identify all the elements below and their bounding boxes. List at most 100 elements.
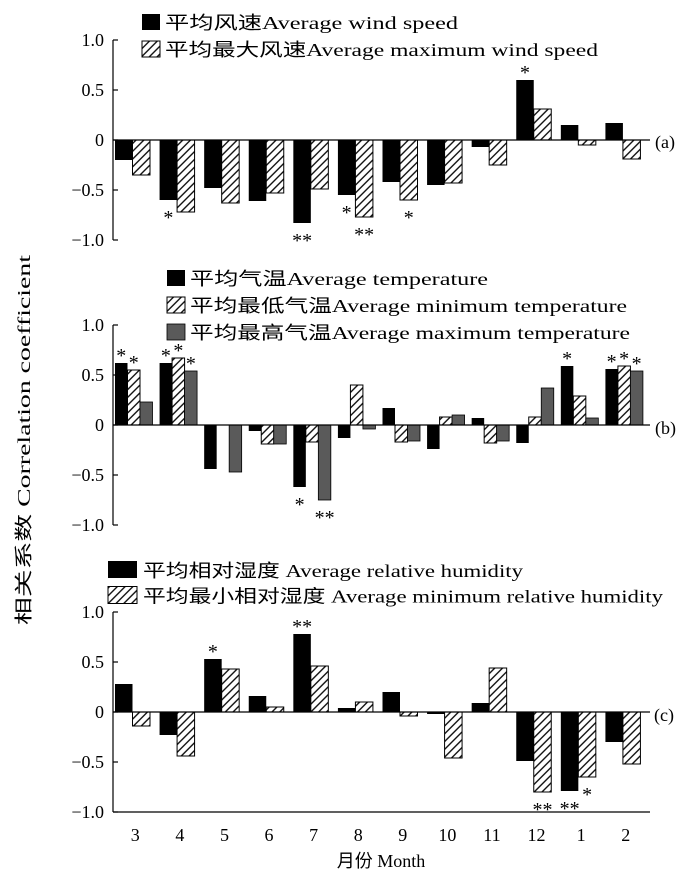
legend-a: 平均风速Average wind speed 平均最大风速Average maxi…	[141, 13, 598, 60]
chart-panels: ********1.00.50−0.5−1.0(a)平均风速Average wi…	[71, 13, 676, 845]
bar-c-series2-month-10	[444, 711, 463, 759]
bar-b-series1-month-4	[159, 363, 173, 425]
legend-swatch	[167, 270, 185, 286]
bar-b-series2-month-11	[483, 424, 498, 444]
significance-marker: **	[533, 799, 553, 821]
y-tick-label: −1.0	[71, 230, 104, 250]
significance-marker: *	[607, 351, 617, 373]
bar-c-series1-month-3	[115, 684, 133, 712]
x-axis-title: 月份 Month	[337, 851, 426, 871]
bar-b-series2-month-2	[617, 365, 631, 426]
bar-a-series2-month-5	[221, 139, 240, 204]
legend-swatch	[142, 14, 160, 30]
x-tick-label-month: 12	[528, 825, 546, 845]
significance-marker: **	[354, 224, 374, 246]
bar-c-series1-month-2	[605, 712, 623, 742]
y-tick-label: 0	[95, 415, 104, 435]
bar-c-series1-month-12	[516, 712, 534, 761]
bar-b-series2-month-1	[572, 395, 587, 426]
bar-a-series1-month-8	[337, 140, 356, 195]
bar-a-series2-month-8	[354, 139, 374, 218]
bar-a-series2-month-2	[622, 139, 641, 160]
panel-c: ********1.00.50−0.5−1.0(c)平均相对湿度 Average…	[71, 561, 674, 845]
bar-c-series2-month-1	[577, 711, 597, 778]
bar-b-series2-month-12	[528, 416, 542, 426]
bar-b-series2-month-3	[127, 369, 141, 426]
bar-c-series1-month-10	[427, 712, 445, 714]
x-tick-label-month: 9	[398, 825, 407, 845]
legend-label: 平均最低气温Average minimum temperature	[190, 296, 627, 316]
bar-a-series2-month-7	[310, 139, 329, 190]
y-tick-label: 0	[95, 702, 104, 722]
y-tick-label: −0.5	[71, 180, 104, 200]
bar-b-series3-month-5	[228, 424, 243, 473]
bar-c-series1-month-7	[293, 634, 311, 712]
bar-b-series1-month-2	[605, 369, 618, 425]
bar-a-series1-month-3	[115, 140, 133, 160]
significance-marker: *	[619, 348, 629, 370]
x-tick-label-month: 1	[577, 825, 586, 845]
x-tick-label-month: 11	[483, 825, 500, 845]
y-tick-label: 1.0	[82, 602, 105, 622]
bar-b-series1-month-12	[516, 425, 529, 443]
legend-swatch	[108, 561, 137, 578]
bar-b-series1-month-3	[115, 363, 128, 425]
significance-marker: *	[129, 352, 139, 374]
x-tick-label-month: 4	[175, 825, 184, 845]
significance-marker: *	[116, 345, 126, 367]
legend-label: 平均最高气温Average maximum temperature	[190, 323, 630, 343]
bar-a-series1-month-6	[248, 140, 267, 201]
bar-a-series1-month-1	[560, 125, 579, 140]
bar-a-series2-month-11	[488, 139, 508, 166]
significance-marker: **	[560, 798, 580, 820]
bar-c-series1-month-1	[560, 712, 579, 791]
bar-a-series1-month-10	[427, 140, 445, 185]
significance-marker: *	[295, 494, 305, 516]
y-tick-label: 1.0	[82, 30, 105, 50]
panel-label: (b)	[655, 418, 676, 439]
legend-b: 平均气温Average temperature 平均最低气温Average min…	[166, 269, 630, 343]
bar-c-series2-month-5	[221, 668, 240, 713]
panel-a: ********1.00.50−0.5−1.0(a)平均风速Average wi…	[71, 13, 675, 252]
bar-b-series3-month-4	[184, 370, 198, 426]
x-tick-label-month: 2	[621, 825, 630, 845]
significance-marker: *	[208, 641, 218, 663]
legend-swatch	[166, 296, 186, 314]
bar-a-series2-month-3	[132, 139, 151, 176]
bar-c-series2-month-3	[132, 711, 151, 727]
y-tick-label: 0.5	[82, 365, 105, 385]
y-tick-label: 1.0	[82, 315, 105, 335]
bar-b-series3-month-11	[496, 424, 510, 442]
bar-c-series1-month-6	[248, 696, 267, 712]
bar-a-series1-month-5	[204, 140, 222, 188]
significance-marker: *	[186, 353, 196, 375]
bar-b-series2-month-4	[171, 357, 186, 426]
bar-b-series2-month-7	[305, 424, 319, 443]
significance-marker: *	[173, 340, 183, 362]
x-tick-label-month: 7	[309, 825, 318, 845]
bar-a-series1-month-11	[471, 140, 490, 147]
significance-marker: *	[342, 202, 352, 224]
bar-b-series3-month-1	[585, 417, 599, 426]
legend-swatch	[107, 586, 138, 604]
bar-a-series2-month-10	[444, 139, 463, 184]
significance-marker: *	[632, 353, 642, 375]
y-tick-label: 0.5	[82, 80, 105, 100]
legend-swatch	[166, 323, 186, 341]
x-tick-label-month: 3	[131, 825, 140, 845]
legend-swatch	[141, 40, 161, 58]
bar-b-series1-month-6	[248, 425, 262, 431]
bar-c-series2-month-2	[622, 711, 641, 765]
significance-marker: *	[404, 207, 414, 229]
x-tick-label-month: 10	[438, 825, 456, 845]
bar-b-series2-month-8	[349, 384, 364, 426]
bar-a-series1-month-9	[382, 140, 400, 182]
bar-b-series3-month-9	[407, 424, 421, 442]
legend-label: 平均最大风速Average maximum wind speed	[165, 40, 598, 60]
significance-marker: **	[292, 230, 312, 252]
panel-b: * *** *** *****1.00.50−0.5−1.0(b)平均气温Averag…	[71, 269, 676, 535]
y-tick-label: −1.0	[71, 515, 104, 535]
bar-b-series2-month-10	[439, 416, 453, 426]
bar-b-series3-month-3	[139, 401, 153, 426]
x-tick-label-month: 5	[220, 825, 229, 845]
